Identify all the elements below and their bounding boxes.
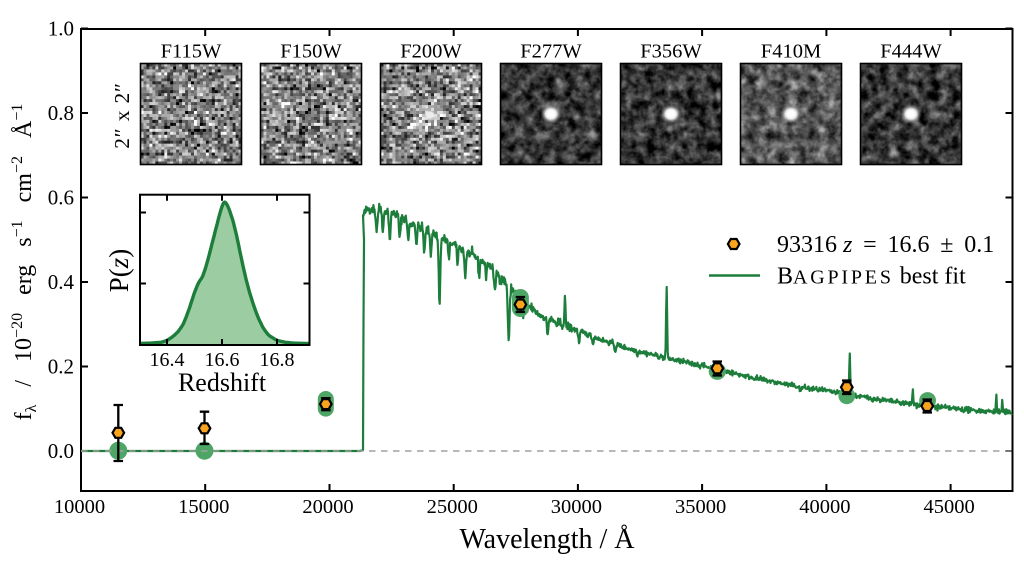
svg-text:0.4: 0.4 bbox=[48, 270, 75, 294]
svg-text:20000: 20000 bbox=[302, 496, 353, 518]
svg-text:16.6: 16.6 bbox=[205, 349, 240, 371]
svg-text:F277W: F277W bbox=[520, 41, 582, 63]
svg-text:16.8: 16.8 bbox=[260, 349, 295, 371]
svg-text:Wavelength / Å: Wavelength / Å bbox=[459, 524, 635, 555]
svg-text:16.4: 16.4 bbox=[150, 349, 185, 371]
svg-text:F150W: F150W bbox=[280, 41, 342, 63]
svg-text:P(z): P(z) bbox=[104, 249, 134, 293]
svg-text:F356W: F356W bbox=[640, 41, 702, 63]
svg-text:40000: 40000 bbox=[799, 496, 850, 518]
svg-text:fλ / 10−20 erg s−1 cm−2 Å−1: fλ / 10−20 erg s−1 cm−2 Å−1 bbox=[9, 104, 40, 421]
svg-text:30000: 30000 bbox=[551, 496, 602, 518]
svg-text:BAGPIPES best fit: BAGPIPES best fit bbox=[777, 263, 966, 289]
svg-text:0.8: 0.8 bbox=[48, 101, 74, 125]
svg-text:F444W: F444W bbox=[880, 41, 942, 63]
svg-text:35000: 35000 bbox=[675, 496, 726, 518]
svg-text:0.2: 0.2 bbox=[48, 355, 74, 379]
svg-text:10000: 10000 bbox=[54, 496, 105, 518]
svg-text:45000: 45000 bbox=[923, 496, 974, 518]
svg-text:0.0: 0.0 bbox=[48, 439, 74, 463]
svg-text:0.6: 0.6 bbox=[48, 186, 74, 210]
svg-text:F200W: F200W bbox=[400, 41, 462, 63]
svg-text:15000: 15000 bbox=[178, 496, 229, 518]
svg-text:F410M: F410M bbox=[761, 41, 821, 63]
svg-text:2″ x 2″: 2″ x 2″ bbox=[110, 82, 134, 149]
svg-text:25000: 25000 bbox=[427, 496, 478, 518]
svg-text:F115W: F115W bbox=[161, 41, 222, 63]
svg-text:1.0: 1.0 bbox=[48, 17, 74, 41]
svg-text:93316 z = 16.6 ± 0.1: 93316 z = 16.6 ± 0.1 bbox=[777, 232, 994, 258]
svg-text:Redshift: Redshift bbox=[178, 368, 267, 397]
